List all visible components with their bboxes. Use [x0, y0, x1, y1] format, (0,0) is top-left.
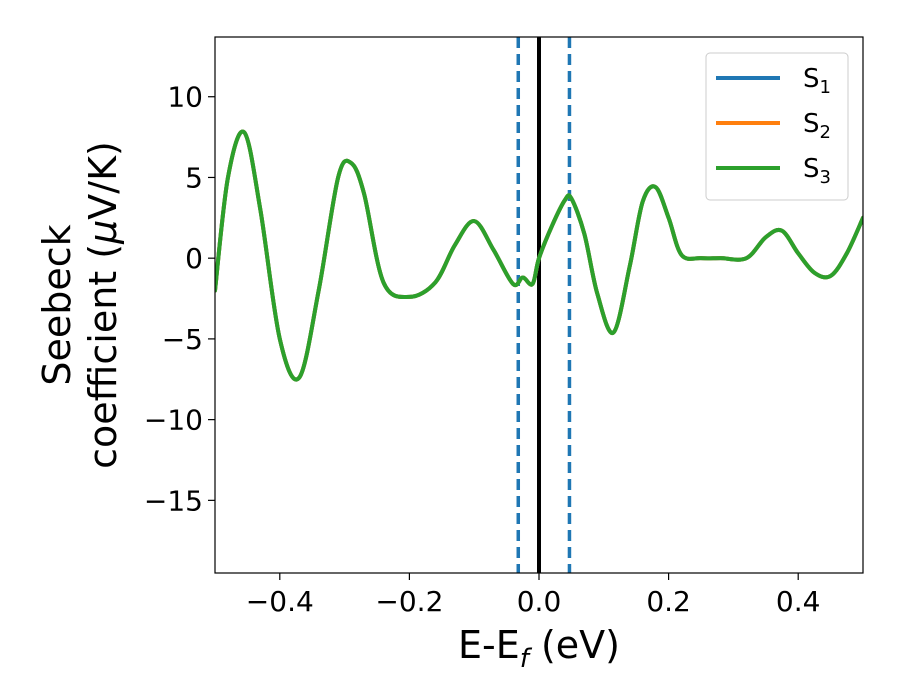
y-tick-label: 0 — [185, 242, 203, 275]
x-tick-label: −0.4 — [246, 585, 314, 618]
y-tick-label: 10 — [167, 81, 203, 114]
reference-lines — [516, 37, 572, 573]
y-axis-title-prefix: coefficient ( — [81, 244, 125, 469]
y-axis-title-mu: μ — [81, 220, 125, 245]
x-tick-label: 0.4 — [776, 585, 821, 618]
legend-box — [705, 52, 849, 201]
legend-label-s2: S2 — [803, 109, 831, 143]
y-tick-label: −10 — [144, 404, 203, 437]
legend-label-s3: S3 — [803, 154, 831, 188]
series-line-s3 — [215, 129, 863, 382]
y-axis-title-line2: coefficient (μV/K) — [81, 141, 125, 469]
y-tick-label: −15 — [144, 484, 203, 517]
y-axis-title-suffix: V/K) — [81, 141, 125, 220]
y-axis-title: Seebeck coefficient (μV/K) — [35, 141, 125, 469]
y-axis-ticks: 10 5 0 −5 −10 −15 — [144, 81, 215, 517]
x-tick-label: 0.2 — [646, 585, 691, 618]
series-lines — [215, 129, 863, 382]
plot-area — [214, 36, 864, 574]
y-axis-title-line1: Seebeck — [35, 224, 79, 385]
x-axis-title-base: E-E — [458, 623, 520, 667]
legend: S1 S2 S3 — [705, 52, 849, 201]
x-axis-ticks: −0.4 −0.2 0.0 0.2 0.4 — [246, 573, 821, 618]
x-tick-label: 0.0 — [517, 585, 562, 618]
x-axis-title-suffix: (eV) — [529, 623, 620, 667]
x-tick-label: −0.2 — [375, 585, 443, 618]
x-axis-title: E-Ef (eV) — [458, 623, 620, 674]
y-tick-label: −5 — [162, 323, 203, 356]
legend-label-s1: S1 — [803, 64, 831, 98]
y-tick-label: 5 — [185, 161, 203, 194]
